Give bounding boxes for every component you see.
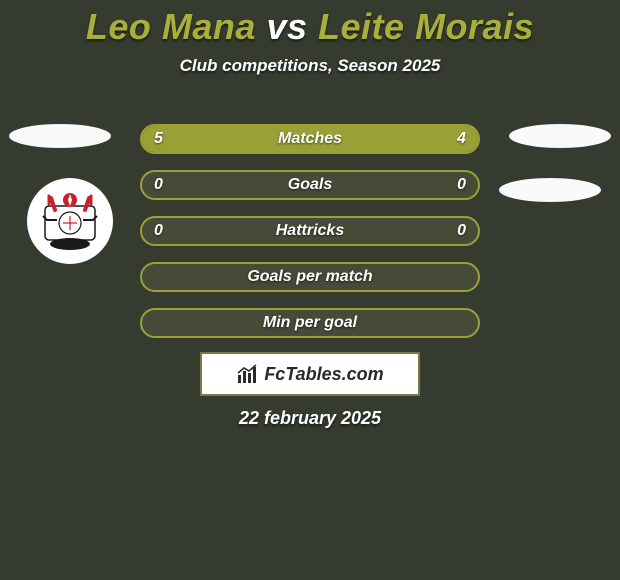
club-badge — [27, 178, 113, 264]
stat-label: Matches — [142, 126, 478, 152]
date-text: 22 february 2025 — [0, 408, 620, 429]
player2-logo-placeholder-2 — [499, 178, 601, 202]
player2-logo-placeholder-1 — [509, 124, 611, 148]
stat-value-right: 0 — [457, 172, 466, 198]
stat-label: Hattricks — [142, 218, 478, 244]
stat-value-left: 5 — [154, 126, 163, 152]
club-crest-icon — [35, 186, 105, 256]
brand-chart-icon — [236, 363, 258, 385]
stat-row: Min per goal — [140, 308, 480, 338]
stat-row: Matches5 4 — [140, 124, 480, 154]
brand-text: FcTables.com — [264, 364, 383, 385]
stat-rows: Matches54Goals00Hattricks00Goals per mat… — [140, 124, 480, 354]
player1-name: Leo Mana — [86, 6, 256, 47]
stat-row: Goals per match — [140, 262, 480, 292]
stat-label: Goals — [142, 172, 478, 198]
stat-value-right: 4 — [457, 126, 466, 152]
stat-label: Min per goal — [142, 310, 478, 336]
player2-name: Leite Morais — [318, 6, 534, 47]
comparison-card: Leo Mana vs Leite Morais Club competitio… — [0, 0, 620, 580]
vs-text: vs — [256, 6, 318, 47]
stat-row: Hattricks0 0 — [140, 216, 480, 246]
stat-value-left: 0 — [154, 172, 163, 198]
page-title: Leo Mana vs Leite Morais — [0, 0, 620, 48]
stat-value-right: 0 — [457, 218, 466, 244]
brand-box[interactable]: FcTables.com — [200, 352, 420, 396]
subtitle: Club competitions, Season 2025 — [0, 56, 620, 76]
stat-label: Goals per match — [142, 264, 478, 290]
stat-value-left: 0 — [154, 218, 163, 244]
player1-logo-placeholder — [9, 124, 111, 148]
stat-row: Goals0 0 — [140, 170, 480, 200]
